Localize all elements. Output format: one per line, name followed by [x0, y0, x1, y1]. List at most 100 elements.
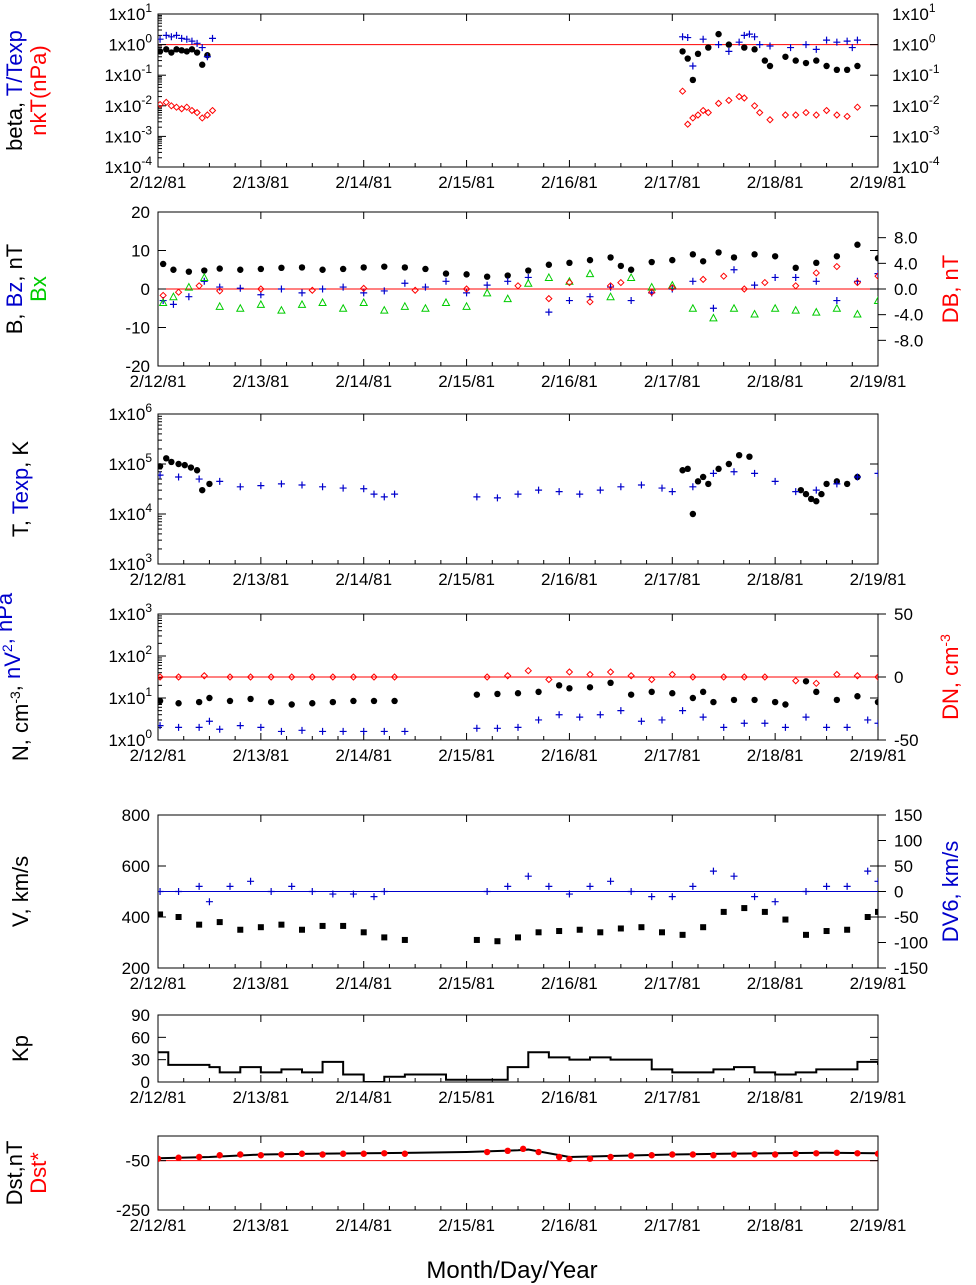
x-axis-label: Month/Day/Year — [426, 1257, 597, 1284]
data-point — [288, 673, 296, 681]
data-point — [704, 108, 712, 117]
data-point — [833, 670, 841, 679]
data-point — [669, 690, 676, 697]
series-line — [158, 1148, 878, 1160]
data-point — [172, 103, 181, 111]
y-right-tick-label: 1x100 — [892, 32, 936, 55]
data-point — [493, 724, 501, 732]
y-tick-label: 1x104 — [108, 501, 152, 524]
data-point — [493, 494, 501, 502]
data-point — [339, 265, 347, 273]
data-point — [401, 264, 409, 271]
data-point — [175, 723, 183, 731]
data-point — [319, 922, 326, 929]
data-point — [195, 1153, 203, 1161]
data-point — [159, 260, 167, 268]
data-point — [854, 241, 861, 248]
x-tick-label: 2/12/81 — [130, 173, 187, 192]
data-point — [689, 483, 697, 491]
data-point — [159, 291, 167, 300]
data-point — [441, 297, 451, 306]
data-point — [586, 256, 594, 264]
data-point — [298, 289, 306, 297]
data-point — [170, 266, 177, 273]
data-point — [668, 670, 676, 679]
data-point — [175, 888, 183, 895]
data-point — [751, 251, 758, 258]
data-point — [195, 698, 203, 706]
y-tick-label: 1x101 — [108, 1, 152, 24]
data-point — [158, 911, 164, 918]
data-point — [874, 272, 878, 280]
data-point — [545, 675, 553, 684]
data-point — [750, 309, 759, 318]
data-point — [679, 467, 686, 474]
x-tick-label: 2/14/81 — [335, 1088, 392, 1107]
data-point — [781, 111, 790, 119]
data-point — [689, 673, 697, 681]
data-point — [226, 882, 234, 890]
data-point — [380, 727, 388, 735]
data-point — [853, 36, 861, 44]
data-point — [782, 916, 789, 923]
data-point — [874, 255, 878, 262]
data-point — [209, 34, 217, 42]
data-point — [257, 1152, 265, 1159]
data-point — [823, 882, 831, 890]
data-point — [730, 872, 738, 880]
data-point — [813, 688, 820, 696]
y-tick-label: 1x10-3 — [104, 123, 152, 146]
data-point — [308, 673, 316, 681]
data-point — [705, 44, 712, 51]
data-point — [390, 673, 399, 681]
data-point — [525, 267, 532, 274]
data-point — [206, 480, 213, 488]
y-right-axis-label: DN, cm-3 — [937, 634, 963, 720]
y-tick-label: 30 — [131, 1051, 150, 1070]
data-point — [216, 283, 224, 291]
data-point — [463, 289, 471, 297]
data-point — [843, 882, 851, 890]
data-point — [195, 475, 203, 483]
data-point — [175, 460, 182, 468]
data-point — [725, 47, 733, 55]
panel-density: 2/12/81 2/13/81 2/14/81 2/15/81 2/16/81 2/17/… — [0, 592, 963, 765]
data-point — [818, 490, 825, 498]
data-point — [338, 303, 348, 312]
data-point — [236, 722, 244, 730]
data-point — [178, 47, 185, 54]
data-point — [201, 267, 208, 274]
x-tick-label: 2/18/81 — [747, 570, 804, 589]
y-tick-label: 1x100 — [108, 727, 152, 750]
data-point — [792, 282, 800, 290]
data-point — [565, 668, 574, 676]
panel-field: 2/12/81 2/13/81 2/14/81 2/15/81 2/16/81 2/17/… — [2, 203, 963, 391]
data-point — [482, 288, 492, 297]
data-point — [688, 303, 698, 312]
data-point — [158, 471, 164, 479]
x-tick-label: 2/16/81 — [541, 1216, 598, 1235]
y-right-tick-label: -4.0 — [894, 306, 923, 325]
data-point — [648, 1152, 655, 1159]
data-point — [766, 116, 774, 124]
panel-kp: 2/12/81 2/13/81 2/14/81 2/15/81 2/16/81 2/17/… — [8, 1006, 906, 1107]
y-axis-label: Kp — [8, 1035, 33, 1062]
data-point — [730, 468, 738, 476]
data-point — [267, 888, 275, 895]
data-point — [689, 277, 697, 285]
data-point — [205, 898, 213, 906]
data-point — [715, 465, 722, 473]
data-point — [565, 278, 574, 287]
data-point — [462, 285, 471, 293]
data-point — [606, 282, 615, 290]
x-tick-label: 2/17/81 — [644, 372, 701, 391]
data-point — [813, 498, 820, 505]
data-point — [792, 677, 800, 685]
data-point — [714, 99, 723, 108]
data-point — [751, 281, 759, 289]
data-point — [473, 691, 481, 698]
data-point — [792, 111, 800, 119]
data-point — [627, 1152, 635, 1159]
data-point — [576, 490, 584, 498]
data-point — [679, 33, 687, 41]
